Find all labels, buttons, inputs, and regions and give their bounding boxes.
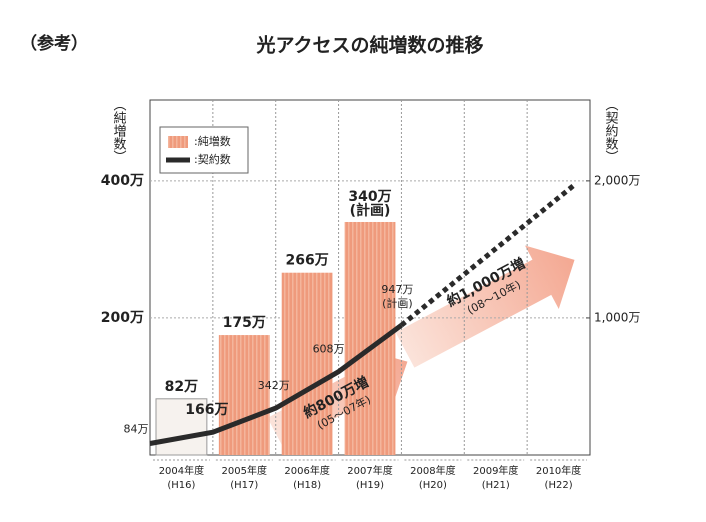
y-tick-label: 400万 [101, 173, 144, 189]
arrow [395, 245, 575, 368]
line-value-label: 608万 [313, 343, 345, 356]
x-tick-sublabel: (H16) [167, 480, 195, 491]
y2-tick-label: 1,000万 [594, 310, 640, 324]
x-tick-label: 2006年度 [284, 464, 329, 477]
x-tick-label: 2004年度 [159, 464, 204, 477]
bar [344, 221, 396, 455]
legend-label: :契約数 [194, 152, 231, 166]
x-tick-sublabel: (H20) [419, 480, 447, 491]
x-tick-label: 2007年度 [347, 464, 392, 477]
line-value-label: 84万 [124, 422, 149, 435]
y-axis-label: （純増数） [111, 98, 127, 163]
bar [281, 272, 333, 455]
legend-box [159, 126, 249, 174]
y-tick-label: 200万 [101, 310, 144, 326]
bar [218, 335, 270, 455]
x-tick-sublabel: (H19) [356, 480, 384, 491]
x-tick-label: 2009年度 [473, 464, 518, 477]
y2-tick-label: 2,000万 [594, 173, 640, 187]
legend-label: :純増数 [194, 135, 231, 148]
line-value-label: 342万 [258, 379, 290, 392]
line [149, 323, 403, 446]
x-tick-sublabel: (H17) [230, 480, 258, 491]
bar-value-label: 266万 [286, 253, 329, 269]
bar-value-label: 175万 [223, 315, 266, 331]
x-tick-label: 2010年度 [536, 464, 581, 477]
line-value-label: 947万(計画) [381, 283, 413, 310]
bar-value-label: 340万(計画) [348, 189, 391, 219]
line-value-label: 166万 [185, 402, 228, 418]
x-tick-sublabel: (H22) [545, 480, 573, 491]
bar [155, 398, 208, 456]
legend-swatch [168, 136, 188, 148]
chart-title: 光アクセスの純増数の推移 [255, 34, 483, 57]
header: （参考） [20, 33, 88, 54]
x-tick-sublabel: (H18) [293, 480, 321, 491]
x-tick-label: 2005年度 [222, 464, 267, 477]
line-planned [399, 183, 576, 328]
x-tick-sublabel: (H21) [482, 480, 510, 491]
x-tick-label: 2008年度 [410, 464, 455, 477]
y2-axis-label: （契約数） [603, 98, 619, 163]
bar-value-label: 82万 [165, 379, 198, 395]
